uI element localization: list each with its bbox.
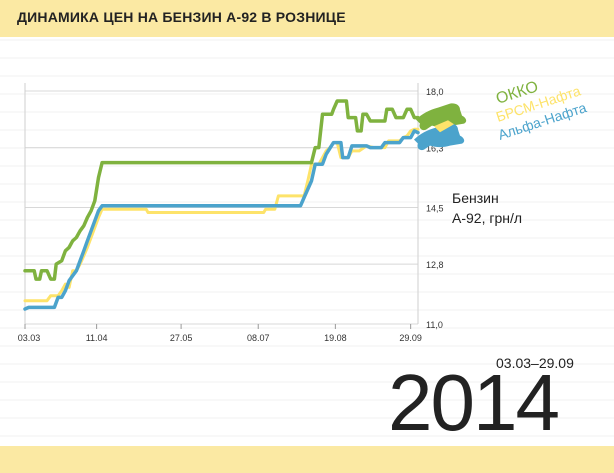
chart-title: ДИНАМИКА ЦЕН НА БЕНЗИН А-92 В РОЗНИЦЕ (17, 9, 346, 25)
series-line-brsm (23, 127, 420, 303)
x-tick-label: 27.05 (170, 333, 193, 343)
x-tick-label: 29.09 (399, 333, 422, 343)
header-band (0, 0, 614, 37)
unit-label: Бензин А-92, грн/л (452, 188, 522, 228)
x-tick-label: 19.08 (324, 333, 347, 343)
x-tick-label: 11.04 (86, 333, 108, 343)
y-tick-label: 11,0 (426, 320, 443, 330)
x-tick-label: 08.07 (247, 333, 270, 343)
footer-band (0, 446, 614, 473)
nozzle-icon-okko (416, 103, 467, 131)
nozzle-icon-alfa (414, 123, 465, 151)
y-tick-label: 12,8 (426, 260, 444, 270)
unit-label-line2: А-92, грн/л (452, 210, 523, 226)
x-tick-label: 03.03 (18, 333, 41, 343)
nozzle-icon-brsm (434, 120, 454, 133)
date-range: 03.03–29.09 (496, 355, 574, 371)
y-tick-label: 18,0 (426, 87, 444, 97)
series-line-okko (23, 99, 420, 281)
y-tick-label: 16,3 (426, 144, 444, 154)
y-tick-label: 14,5 (426, 204, 444, 214)
series-line-alfa (23, 129, 420, 311)
year-label: 2014 (388, 358, 560, 447)
unit-label-line1: Бензин (452, 190, 499, 206)
